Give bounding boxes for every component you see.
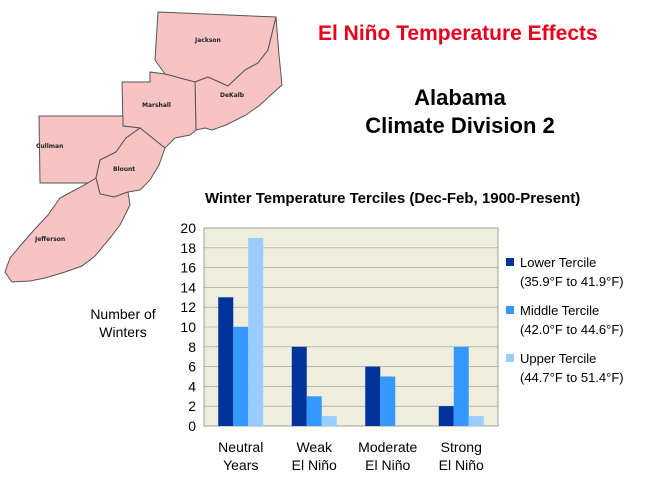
legend-item-lower: Lower Tercile (35.9°F to 41.9°F) — [506, 253, 646, 301]
legend-item-middle: Middle Tercile (42.0°F to 44.6°F) — [506, 301, 646, 349]
map-label-cullman: Cullman — [36, 143, 63, 150]
map-label-blount: Blount — [113, 166, 135, 173]
y-tick-label: 14 — [180, 279, 196, 295]
bar — [453, 346, 469, 426]
legend-range-upper: (44.7°F to 51.4°F) — [520, 370, 624, 385]
bar — [306, 396, 322, 426]
y-tick-label: 12 — [180, 299, 196, 315]
legend: Lower Tercile (35.9°F to 41.9°F) Middle … — [506, 253, 646, 397]
bar — [468, 416, 484, 426]
bar — [321, 416, 337, 426]
x-tick-label: El Niño — [292, 457, 337, 473]
region-title-line1: Alabama — [414, 85, 506, 110]
y-tick-label: 20 — [180, 220, 196, 236]
y-tick-label: 16 — [180, 260, 196, 276]
map-label-marshall: Marshall — [142, 102, 171, 109]
y-axis-label: Number of Winters — [90, 306, 156, 340]
map-label-jefferson: Jefferson — [34, 236, 65, 243]
y-tick-label: 10 — [180, 319, 196, 335]
bar — [233, 327, 249, 426]
map-label-jackson: Jackson — [194, 37, 221, 44]
x-tick-label: El Niño — [365, 457, 410, 473]
legend-label-middle: Middle Tercile — [520, 303, 600, 318]
x-tick-label: Neutral — [218, 439, 263, 455]
county-jefferson — [4, 177, 131, 283]
x-tick-label: Moderate — [358, 439, 417, 455]
legend-swatch-lower — [506, 258, 514, 266]
region-title: Alabama Climate Division 2 — [360, 84, 560, 140]
x-tick-label: El Niño — [439, 457, 484, 473]
y-tick-label: 4 — [188, 378, 196, 394]
y-tick-label: 2 — [188, 398, 196, 414]
x-tick-label: Weak — [296, 439, 333, 455]
region-title-line2: Climate Division 2 — [365, 113, 555, 138]
map-label-dekalb: DeKalb — [220, 92, 245, 99]
county-map: Jackson Marshall DeKalb Cullman Blount J… — [4, 11, 283, 283]
y-tick-label: 6 — [188, 359, 196, 375]
bar — [380, 376, 396, 426]
y-tick-label: 8 — [188, 339, 196, 355]
bar — [218, 297, 234, 426]
legend-range-middle: (42.0°F to 44.6°F) — [520, 322, 624, 337]
x-tick-label: Strong — [441, 439, 482, 455]
bar — [248, 237, 264, 426]
legend-item-upper: Upper Tercile (44.7°F to 51.4°F) — [506, 349, 646, 397]
legend-swatch-upper — [506, 354, 514, 362]
y-tick-label: 0 — [188, 418, 196, 434]
bar — [365, 366, 381, 426]
chart-title: Winter Temperature Terciles (Dec-Feb, 19… — [205, 190, 581, 207]
bar — [291, 346, 307, 426]
bar — [438, 406, 454, 426]
legend-swatch-middle — [506, 306, 514, 314]
legend-range-lower: (35.9°F to 41.9°F) — [520, 274, 624, 289]
y-tick-label: 18 — [180, 240, 196, 256]
main-title: El Niño Temperature Effects — [318, 22, 598, 45]
x-tick-label: Years — [223, 457, 258, 473]
legend-label-upper: Upper Tercile — [520, 351, 597, 366]
legend-label-lower: Lower Tercile — [520, 255, 597, 270]
